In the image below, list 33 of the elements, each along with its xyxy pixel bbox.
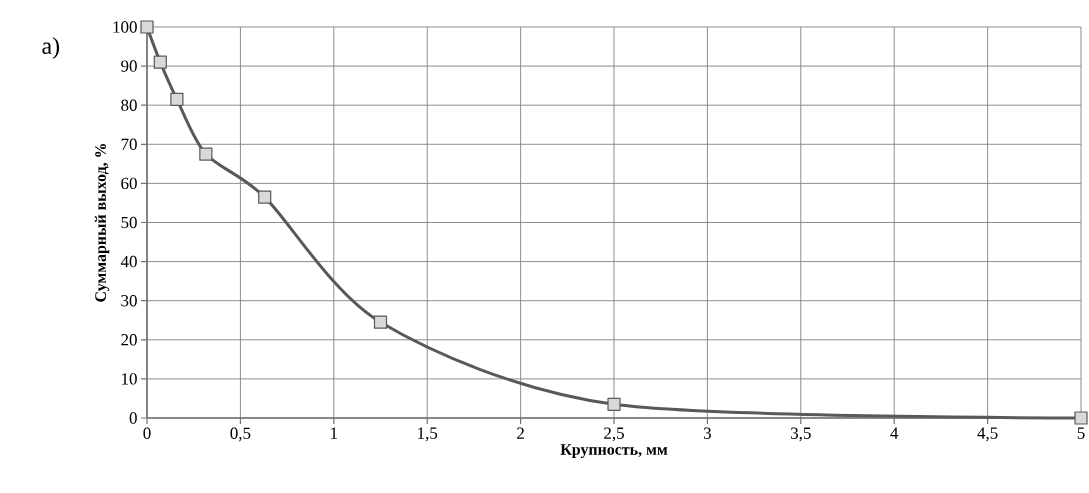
point	[170, 92, 184, 106]
y-tick-label: 10	[122, 373, 137, 385]
x-tick-label: 3,5	[791, 427, 811, 442]
x-tick-label: 4	[890, 427, 899, 439]
x-tick-label: 1,5	[418, 427, 438, 442]
x-tick-label: 3	[703, 427, 711, 439]
x-axis-title: Крупность, мм	[560, 444, 668, 459]
point	[199, 147, 213, 161]
y-tick-label: 70	[121, 138, 137, 151]
x-tick-label: 2	[517, 427, 524, 439]
y-tick-label: 40	[120, 255, 137, 268]
x-tick-label: 5	[1077, 427, 1085, 439]
x-tick-label: 2,5	[604, 427, 624, 442]
y-tick-label: 20	[121, 334, 137, 346]
point	[140, 20, 154, 34]
x-tick-label: 4,5	[977, 427, 998, 442]
point	[1074, 411, 1088, 425]
x-tick-label: 0,5	[230, 427, 251, 442]
y-axis-title: Суммарный выход, %	[94, 143, 110, 302]
x-tick-label: 0	[143, 427, 151, 439]
point	[373, 315, 388, 329]
y-tick-label: 60	[121, 177, 137, 190]
y-tick-label: 0	[129, 412, 137, 424]
point	[153, 55, 167, 69]
y-tick-label: 80	[121, 99, 137, 111]
x-tick-label: 1	[331, 427, 338, 439]
y-tick-label: 30	[121, 294, 137, 307]
point	[607, 397, 621, 411]
y-tick-label: 100	[113, 21, 137, 33]
y-tick-label: 50	[121, 216, 137, 229]
text: а)	[42, 37, 60, 59]
y-tick-label: 90	[121, 60, 137, 72]
point	[258, 190, 272, 204]
